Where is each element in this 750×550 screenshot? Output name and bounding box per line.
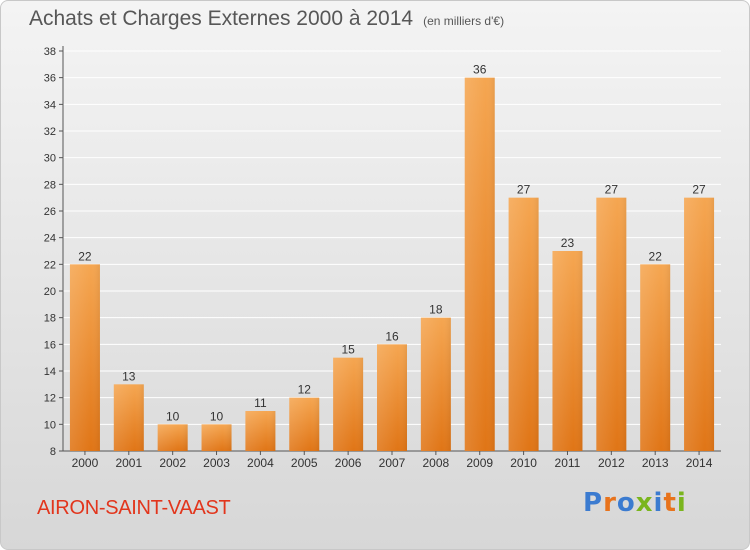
x-tick-label: 2006 [335, 456, 362, 470]
value-label: 10 [166, 409, 180, 423]
x-tick-label: 2001 [115, 456, 142, 470]
bar-shading [157, 424, 188, 451]
logo-letter: i [676, 488, 687, 518]
proxiti-logo: Proxiti [583, 488, 687, 518]
x-tick-label: 2005 [291, 456, 318, 470]
x-tick-label: 2014 [686, 456, 713, 470]
x-tick-label: 2012 [598, 456, 625, 470]
value-label: 27 [605, 183, 619, 197]
chart-title: Achats et Charges Externes 2000 à 2014 (e… [29, 7, 504, 31]
commune-name: AIRON-SAINT-VAAST [37, 497, 231, 519]
x-tick-label: 2013 [642, 456, 669, 470]
bars [69, 77, 715, 452]
bar-shading [69, 264, 100, 451]
x-tick-label: 2000 [72, 456, 99, 470]
y-tick-label: 18 [44, 313, 56, 325]
y-tick-label: 20 [44, 286, 56, 298]
y-tick-label: 12 [44, 393, 56, 405]
y-tick-label: 28 [44, 179, 56, 191]
value-label: 22 [78, 249, 92, 263]
bar-shading [684, 197, 715, 451]
chart-title-text: Achats et Charges Externes 2000 à 2014 [29, 7, 414, 30]
y-tick-label: 22 [44, 259, 56, 271]
x-tick-label: 2009 [466, 456, 493, 470]
value-label: 23 [561, 236, 575, 250]
value-label: 10 [210, 409, 224, 423]
y-tick-label: 26 [44, 206, 56, 218]
bar-shading [420, 317, 451, 451]
bar-shading [596, 197, 627, 451]
y-tick-label: 16 [44, 339, 56, 351]
bar-shading [201, 424, 232, 451]
value-label: 36 [473, 63, 487, 77]
x-tick-label: 2010 [510, 456, 537, 470]
y-tick-label: 10 [44, 419, 56, 431]
bar-shading [289, 397, 320, 451]
bar-shading [552, 251, 583, 451]
y-tick-label: 14 [44, 366, 56, 378]
value-label: 27 [692, 183, 706, 197]
bar-shading [464, 77, 495, 452]
bar-shading [333, 357, 364, 451]
logo-letter: r [603, 488, 617, 518]
x-tick-label: 2007 [379, 456, 406, 470]
value-label: 15 [341, 343, 355, 357]
value-label: 16 [385, 329, 399, 343]
x-tick-label: 2004 [247, 456, 274, 470]
y-tick-label: 32 [44, 126, 56, 138]
value-label: 12 [298, 383, 312, 397]
bar-shading [113, 384, 144, 451]
y-tick-label: 8 [50, 446, 56, 458]
logo-letter: o [616, 488, 636, 518]
value-label: 22 [649, 249, 663, 263]
logo-letter: i [653, 488, 664, 518]
y-tick-label: 38 [44, 46, 56, 58]
value-label: 18 [429, 303, 443, 317]
logo-letter: P [583, 488, 604, 518]
y-tick-label: 36 [44, 73, 56, 85]
y-tick-label: 30 [44, 153, 56, 165]
value-label: 11 [254, 396, 267, 410]
logo-letter: t [663, 488, 677, 518]
chart-unit-note: (en milliers d'€) [423, 14, 505, 28]
labels: 8 10 12 14 16 18 20 22 24 26 28 30 32 34 36 38 22 2000 13 2… [44, 46, 713, 470]
x-tick-label: 2002 [159, 456, 186, 470]
bar-shading [245, 411, 276, 451]
bar-shading [640, 264, 671, 451]
x-tick-label: 2003 [203, 456, 230, 470]
value-label: 13 [122, 369, 136, 383]
bar-shading [377, 344, 407, 451]
x-tick-label: 2008 [423, 456, 450, 470]
logo-letter: x [635, 488, 654, 518]
value-label: 27 [517, 183, 531, 197]
y-tick-label: 24 [44, 233, 56, 245]
x-tick-label: 2011 [555, 456, 581, 470]
y-tick-label: 34 [44, 99, 56, 111]
bar-shading [508, 197, 539, 451]
